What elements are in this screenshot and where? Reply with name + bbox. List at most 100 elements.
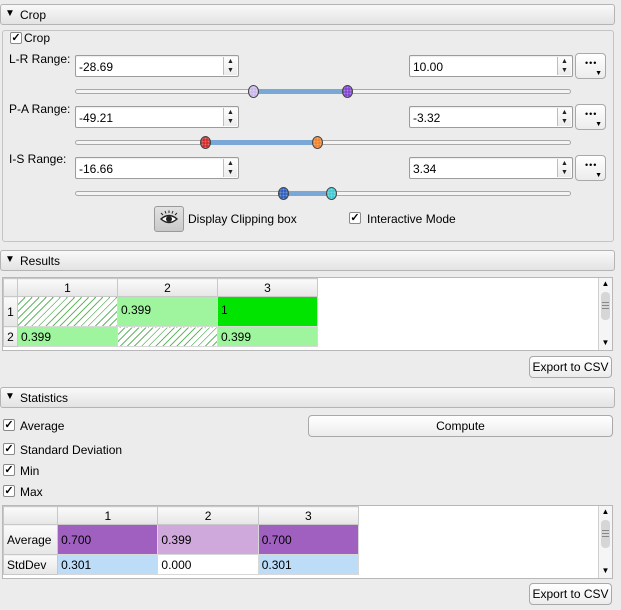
spin-arrows-icon[interactable]: ▲ ▼ (223, 159, 237, 177)
grip-line (602, 308, 609, 309)
lr-max-handle[interactable] (342, 85, 353, 98)
table-cell[interactable]: 0.399 (217, 326, 318, 347)
is-range-slider[interactable] (75, 187, 571, 200)
scroll-up-icon[interactable]: ▲ (601, 507, 610, 516)
is-min-spinbox[interactable]: -16.66 ▲ ▼ (75, 157, 239, 179)
pa-more-button[interactable]: ••• ▼ (575, 104, 606, 130)
row-header[interactable]: 2 (3, 326, 18, 347)
standard-deviation-option-label: Standard Deviation (20, 443, 123, 457)
collapse-triangle-icon: ▼ (5, 8, 15, 19)
chevron-down-icon: ▼ (595, 172, 602, 179)
grip-line (602, 305, 609, 306)
table-cell[interactable]: 0.700 (57, 524, 159, 555)
column-header[interactable]: 1 (57, 506, 159, 525)
crop-enable-checkbox[interactable]: ✓ (10, 32, 22, 44)
corner-header (3, 278, 18, 297)
is-range-label: I-S Range: (9, 152, 67, 166)
lr-range-slider[interactable] (75, 85, 571, 98)
grip-line (602, 302, 609, 303)
crop-section-header[interactable]: ▼ Crop (0, 4, 615, 25)
is-max-value: 3.34 (413, 162, 437, 176)
min-checkbox[interactable]: ✓ (3, 464, 15, 476)
table-cell[interactable]: 0.399 (157, 524, 259, 555)
lr-max-spinbox[interactable]: 10.00 ▲ ▼ (409, 55, 573, 77)
table-cell[interactable] (117, 326, 218, 347)
spin-arrows-icon[interactable]: ▲ ▼ (557, 108, 571, 126)
is-min-handle[interactable] (278, 187, 289, 200)
statistics-section-header[interactable]: ▼ Statistics (0, 387, 615, 408)
scroll-down-icon[interactable]: ▼ (601, 566, 610, 575)
results-section-title: Results (20, 254, 61, 268)
table-cell[interactable]: 1 (217, 296, 318, 327)
pa-max-value: -3.32 (413, 111, 441, 125)
is-max-handle[interactable] (326, 187, 337, 200)
column-header[interactable]: 3 (217, 278, 318, 297)
is-max-spinbox[interactable]: 3.34 ▲ ▼ (409, 157, 573, 179)
statistics-table: 1 2 3 Average 0.700 0.399 0.700 StdDev 0… (2, 506, 360, 575)
scroll-thumb[interactable] (601, 292, 610, 320)
row-header[interactable]: 1 (3, 296, 18, 327)
average-checkbox[interactable]: ✓ (3, 419, 15, 431)
table-cell[interactable]: 0.399 (117, 296, 218, 327)
statistics-table-view: 1 2 3 Average 0.700 0.399 0.700 StdDev 0… (2, 505, 613, 579)
interactive-mode-checkbox[interactable]: ✓ (349, 212, 361, 224)
table-cell[interactable]: 0.301 (57, 554, 159, 575)
table-row: StdDev 0.301 0.000 0.301 (2, 554, 360, 575)
statistics-export-csv-button[interactable]: Export to CSV (529, 583, 612, 605)
table-cell[interactable]: 0.700 (257, 524, 360, 555)
statistics-scrollbar[interactable]: ▲ ▼ (598, 506, 612, 578)
pa-max-spinbox[interactable]: -3.32 ▲ ▼ (409, 106, 573, 128)
scroll-up-icon[interactable]: ▲ (601, 279, 610, 288)
crop-group: ✓ Crop L-R Range: -28.69 ▲ ▼ 10.00 ▲ ▼ •••… (2, 30, 614, 242)
average-option-label: Average (20, 419, 65, 433)
collapse-triangle-icon: ▼ (5, 391, 15, 402)
table-cell[interactable]: 0.000 (157, 554, 259, 575)
results-table-view: 1 2 3 1 0.399 1 2 0.399 0.399 ▲ ▼ (2, 277, 613, 351)
lr-min-value: -28.69 (79, 60, 114, 74)
pa-min-handle[interactable] (200, 136, 211, 149)
column-header[interactable]: 3 (257, 506, 360, 525)
spin-arrows-icon[interactable]: ▲ ▼ (557, 57, 571, 75)
scroll-down-icon[interactable]: ▼ (601, 338, 610, 347)
lr-min-spinbox[interactable]: -28.69 ▲ ▼ (75, 55, 239, 77)
results-export-csv-button[interactable]: Export to CSV (529, 356, 612, 378)
more-dots-icon: ••• (585, 160, 598, 170)
more-dots-icon: ••• (585, 109, 598, 119)
crop-section-title: Crop (20, 8, 47, 22)
lr-min-handle[interactable] (248, 85, 259, 98)
statistics-section-title: Statistics (20, 391, 69, 405)
row-header[interactable]: Average (2, 524, 59, 555)
is-min-value: -16.66 (79, 162, 114, 176)
column-header[interactable]: 2 (117, 278, 218, 297)
spin-arrows-icon[interactable]: ▲ ▼ (223, 108, 237, 126)
max-checkbox[interactable]: ✓ (3, 485, 15, 497)
compute-button[interactable]: Compute (308, 415, 613, 437)
grip-line (602, 536, 609, 537)
display-clipping-box-label: Display Clipping box (188, 212, 297, 226)
max-option-label: Max (20, 485, 43, 499)
pa-slider-fill (206, 140, 319, 145)
chevron-down-icon: ▼ (595, 70, 602, 77)
scroll-thumb[interactable] (601, 520, 610, 548)
more-dots-icon: ••• (585, 58, 598, 68)
table-cell[interactable]: 0.301 (257, 554, 360, 575)
lr-more-button[interactable]: ••• ▼ (575, 53, 606, 79)
results-section-header[interactable]: ▼ Results (0, 250, 615, 271)
pa-min-spinbox[interactable]: -49.21 ▲ ▼ (75, 106, 239, 128)
results-scrollbar[interactable]: ▲ ▼ (598, 278, 612, 350)
row-header[interactable]: StdDev (2, 554, 59, 575)
is-more-button[interactable]: ••• ▼ (575, 155, 606, 181)
spin-arrows-icon[interactable]: ▲ ▼ (223, 57, 237, 75)
table-cell[interactable]: 0.399 (17, 326, 118, 347)
standard-deviation-checkbox[interactable]: ✓ (3, 443, 15, 455)
interactive-mode-label: Interactive Mode (367, 212, 456, 226)
collapse-triangle-icon: ▼ (5, 254, 15, 265)
column-header[interactable]: 2 (157, 506, 259, 525)
pa-range-slider[interactable] (75, 136, 571, 149)
column-header[interactable]: 1 (17, 278, 118, 297)
pa-max-handle[interactable] (312, 136, 323, 149)
grip-line (602, 533, 609, 534)
spin-arrows-icon[interactable]: ▲ ▼ (557, 159, 571, 177)
display-clipping-box-button[interactable] (154, 206, 184, 232)
table-cell[interactable] (17, 296, 118, 327)
